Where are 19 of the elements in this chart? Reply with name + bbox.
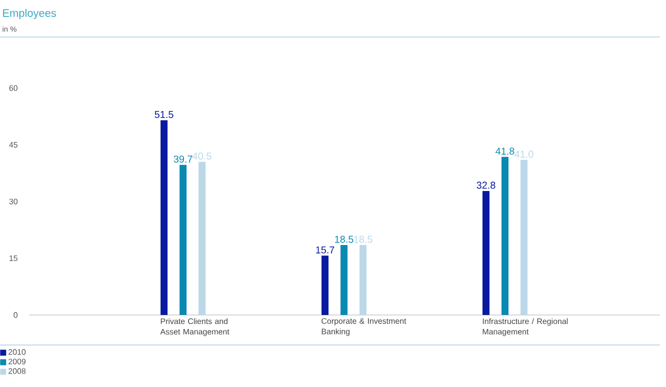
data-label: 18.5 [335,236,354,243]
data-label: 40.5 [192,152,212,160]
bar [160,120,168,315]
bar [198,162,206,315]
bar [360,245,367,315]
data-label: 32.8 [476,182,496,189]
data-label: 18.5 [354,236,372,243]
bar [520,160,528,315]
bar [482,190,490,315]
data-label: 39.7 [174,156,192,163]
data-label: 51.5 [154,111,174,118]
bar [180,164,187,315]
data-label: 15.7 [316,246,334,254]
bar [501,156,508,315]
data-label: 41.0 [514,150,534,158]
data-label: 41.8 [496,148,514,155]
chart-title: Employees [3,8,56,20]
bar [340,245,348,315]
bar [322,256,329,315]
